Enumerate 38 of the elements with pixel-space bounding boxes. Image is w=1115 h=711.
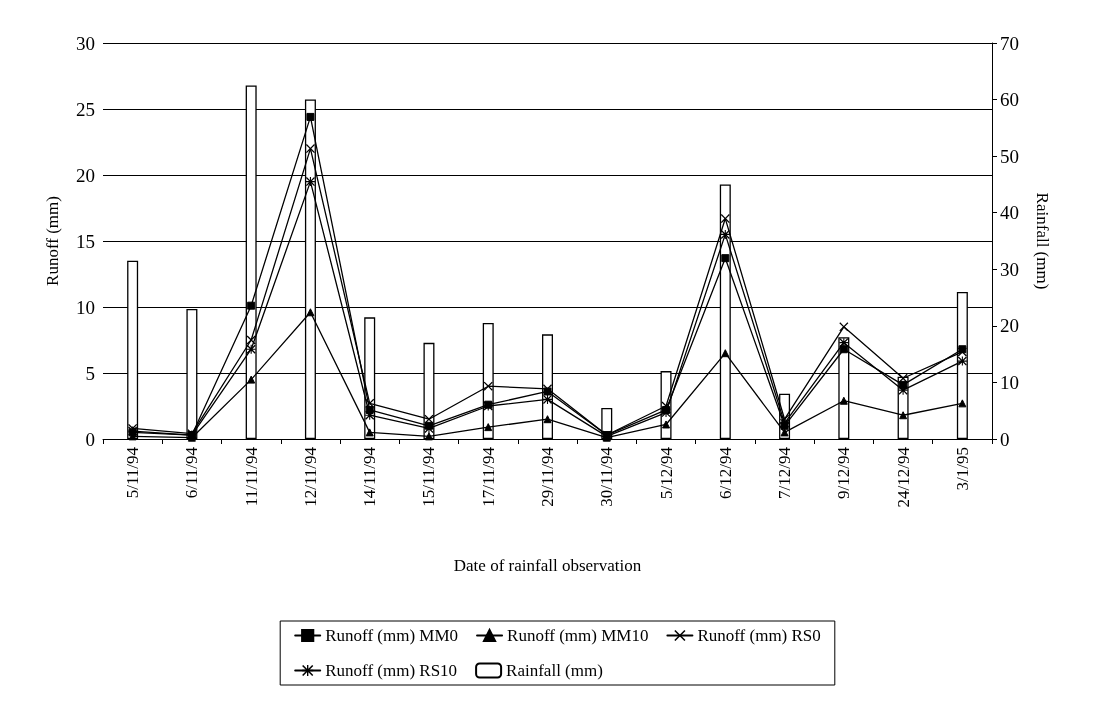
y2-tick-label: 60 xyxy=(1000,89,1019,111)
y2-tick-label: 0 xyxy=(1000,428,1010,450)
x-tick-label: 5/11/94 xyxy=(123,446,143,499)
x-tick-label: 5/12/94 xyxy=(656,446,676,499)
y2-tick-label: 70 xyxy=(1000,32,1019,54)
y-axis-title: Runoff (mm) xyxy=(43,196,62,286)
legend-label: Runoff (mm) MM0 xyxy=(325,626,459,645)
x-tick-label: 17/11/94 xyxy=(478,446,498,507)
x-tick-label: 30/11/94 xyxy=(597,446,617,507)
legend-label: Runoff (mm) MM10 xyxy=(507,626,649,645)
legend-label: Rainfall (mm) xyxy=(506,661,603,680)
x-tick-label: 11/11/94 xyxy=(241,446,261,507)
x-tick-label: 24/12/94 xyxy=(893,446,913,508)
x-tick-label: 29/11/94 xyxy=(538,446,557,507)
x-tick-label: 7/12/94 xyxy=(775,446,795,499)
legend-label: Runoff (mm) RS10 xyxy=(325,661,458,680)
x-tick-label: 9/12/94 xyxy=(834,446,854,499)
legend-label: Runoff (mm) RS0 xyxy=(697,626,821,645)
x-tick-label: 3/1/95 xyxy=(952,447,972,491)
x-tick-label: 14/11/94 xyxy=(360,446,380,507)
x-axis-title: Date of rainfall observation xyxy=(453,556,642,575)
y-tick-label: 20 xyxy=(76,164,95,186)
x-tick-label: 6/12/94 xyxy=(715,446,735,499)
x-tick-label: 6/11/94 xyxy=(182,446,202,499)
y2-tick-label: 10 xyxy=(1000,371,1019,393)
y-tick-label: 5 xyxy=(85,362,95,384)
y2-tick-label: 50 xyxy=(1000,145,1019,167)
y-tick-label: 15 xyxy=(76,230,95,252)
x-tick-label: 12/11/94 xyxy=(300,446,320,507)
y2-tick-label: 40 xyxy=(1000,202,1019,224)
y2-tick-label: 20 xyxy=(1000,315,1019,337)
y2-axis-title: Rainfall (mm) xyxy=(1033,192,1052,290)
y-tick-label: 25 xyxy=(76,98,95,120)
x-tick-label: 15/11/94 xyxy=(419,446,439,507)
y-tick-label: 0 xyxy=(85,428,95,450)
y-tick-label: 10 xyxy=(76,296,95,318)
y2-tick-label: 30 xyxy=(1000,258,1019,280)
y-tick-label: 30 xyxy=(76,32,95,54)
